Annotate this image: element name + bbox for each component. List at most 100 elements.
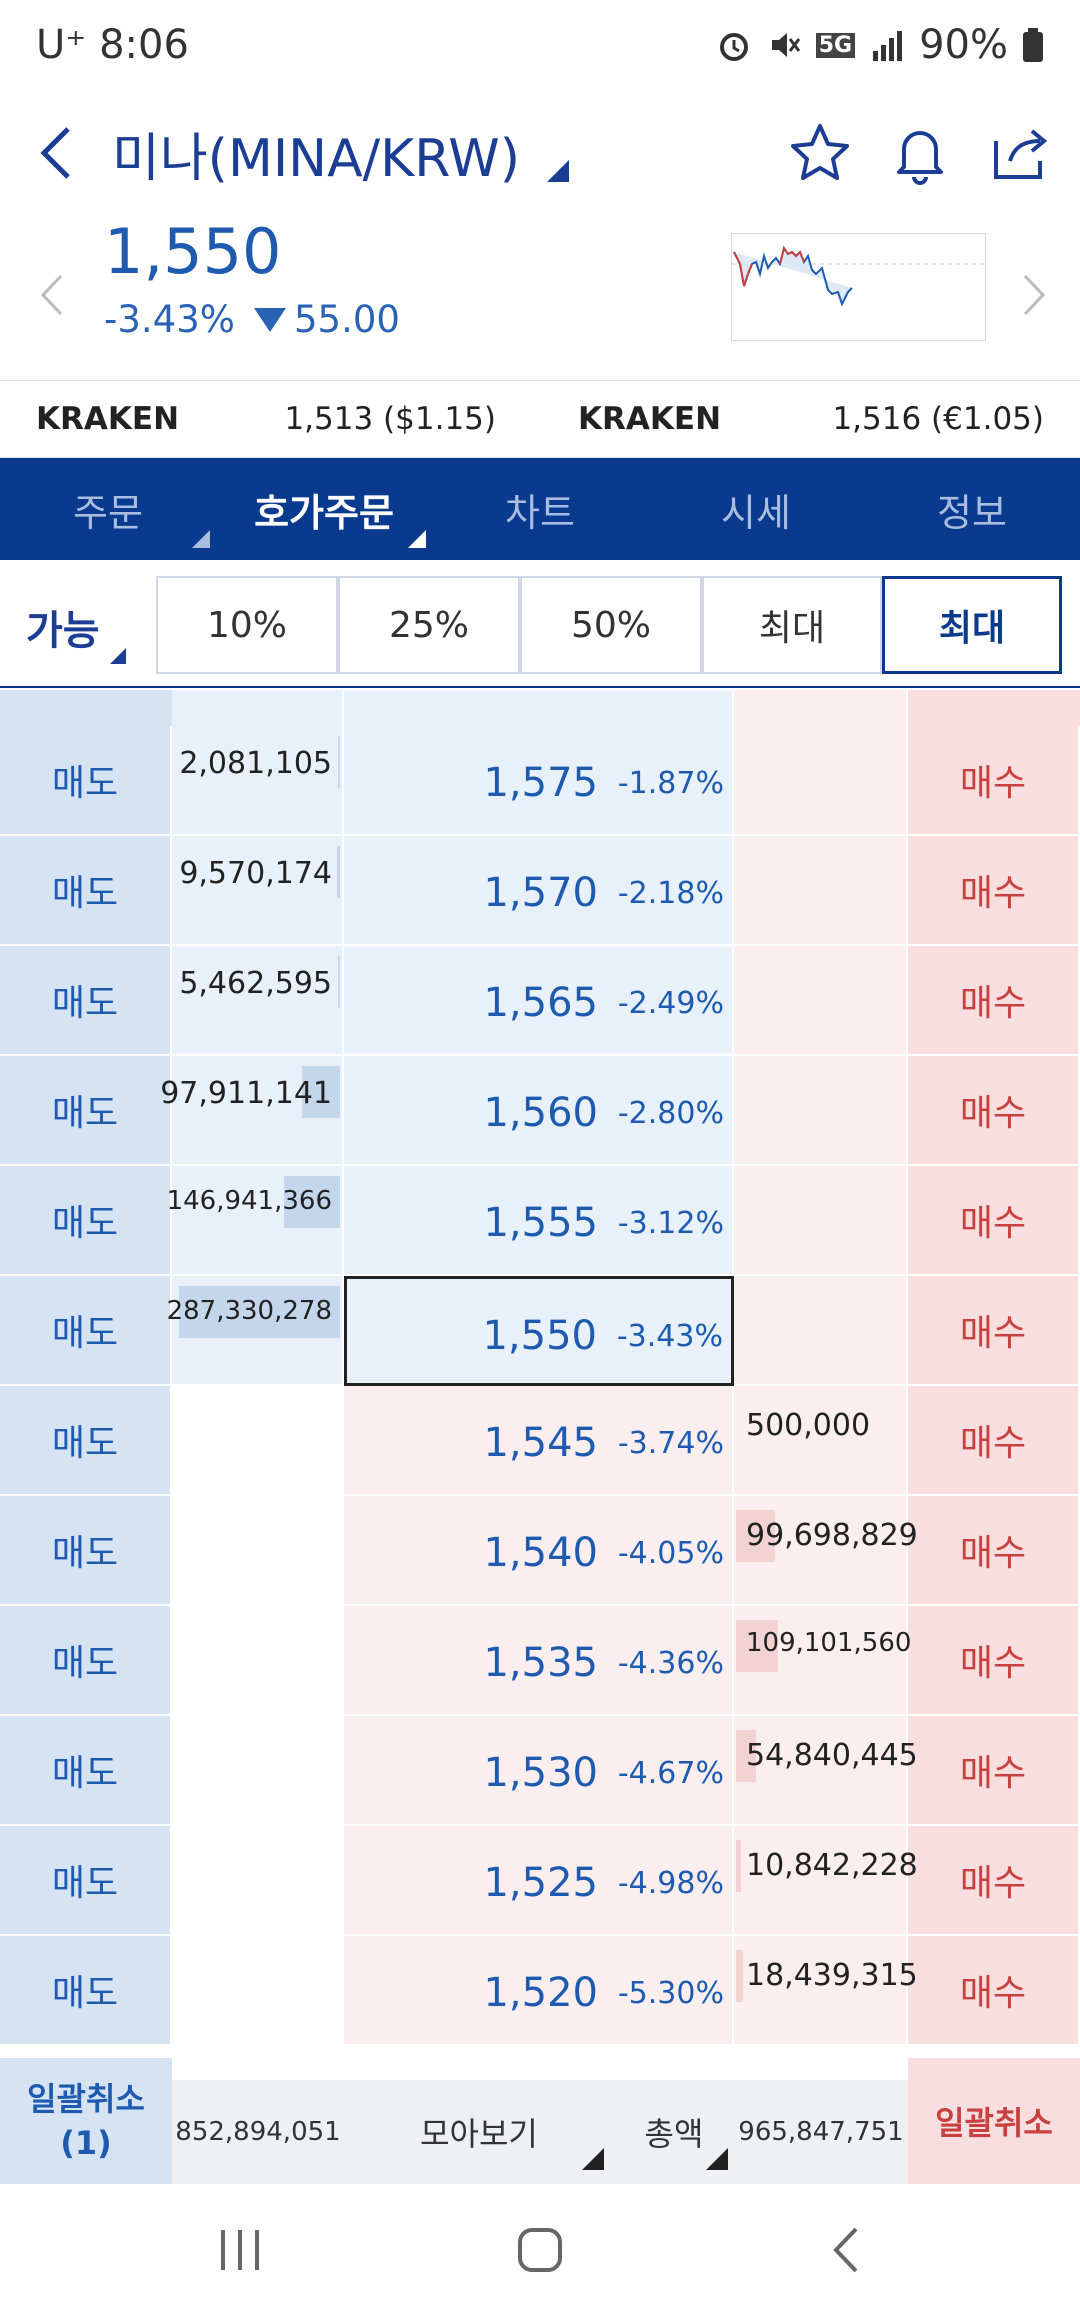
order-book-row: 매도 9,570,174 1,570 -2.18% 매수 [0,836,1080,946]
buy-button[interactable]: 매수 [908,1496,1080,1606]
price-cell[interactable]: 1,530 -4.67% [344,1716,734,1826]
sell-button[interactable]: 매도 [0,1936,172,2046]
price-cell[interactable]: 1,555 -3.12% [344,1166,734,1276]
buy-button[interactable]: 매수 [908,836,1080,946]
price-cell[interactable]: 1,545 -3.74% [344,1386,734,1496]
tab-order[interactable]: 주문 [0,458,216,560]
bid-volume: 99,698,829 [746,1518,918,1553]
ask-volume-bar [179,1286,340,1338]
prev-coin-button[interactable] [32,255,72,335]
ask-volume-cell [172,1386,344,1496]
qty-max-selected-button[interactable]: 최대 [882,576,1062,674]
tab-info[interactable]: 정보 [937,490,1007,535]
recent-apps-button[interactable] [200,2214,280,2286]
system-back-button[interactable] [806,2214,886,2286]
qty-max-button[interactable]: 최대 [702,576,882,674]
bid-total-volume: 965,847,751 [738,2117,904,2147]
sell-button[interactable]: 매도 [0,1716,172,1826]
price-level: 1,550 [482,1313,597,1359]
sell-button[interactable]: 매도 [0,1276,172,1386]
home-button[interactable] [500,2214,580,2286]
price-change-rate: -2.80% [617,1096,724,1131]
bid-volume-bar [736,1510,775,1562]
cancel-all-sell-button[interactable]: 일괄취소 (1) [0,2058,172,2184]
ask-volume-bar [338,956,340,1008]
current-price-row[interactable]: 1,550 -3.43% [344,1276,734,1386]
exchange-price-eur: 1,516 (€1.05) [832,401,1044,437]
price-level: 1,520 [483,1970,598,2016]
app-header: 미나(MINA/KRW) [0,95,1080,215]
order-book-row: 매도 146,941,366 1,555 -3.12% 매수 [0,1166,1080,1276]
sell-button[interactable]: 매도 [0,1056,172,1166]
ask-volume-bar [337,846,340,898]
order-book-row: 매도 5,462,595 1,565 -2.49% 매수 [0,946,1080,1056]
exchange-price-usd: 1,513 ($1.15) [284,401,496,437]
price-level: 1,575 [483,760,598,806]
ask-volume-cell: 5,462,595 [172,946,344,1056]
price-cell[interactable]: 1,575 -1.87% [344,726,734,836]
cancel-all-buy-button[interactable]: 일괄취소 [908,2058,1080,2184]
price-cell[interactable]: 1,565 -2.49% [344,946,734,1056]
buy-button[interactable]: 매수 [908,1166,1080,1276]
buy-button[interactable]: 매수 [908,1276,1080,1386]
available-dropdown-icon[interactable] [110,648,126,664]
bid-volume-cell [734,1056,908,1166]
buy-button[interactable]: 매수 [908,1826,1080,1936]
sell-button[interactable]: 매도 [0,1606,172,1716]
buy-button[interactable]: 매수 [908,1386,1080,1496]
coin-title[interactable]: 미나(MINA/KRW) [112,128,520,189]
qty-10-button[interactable]: 10% [156,576,338,674]
order-book-row: 매도 2,081,105 1,575 -1.87% 매수 [0,726,1080,836]
tab-orderbook-order[interactable]: 호가주문 [216,458,432,560]
reference-price-bar: KRAKEN 1,513 ($1.15) KRAKEN 1,516 (€1.05… [0,380,1080,458]
order-book-row: 매도 1,525 -4.98% 10,842,228 매수 [0,1826,1080,1936]
bid-volume-cell: 18,439,315 [734,1936,918,2046]
buy-button[interactable]: 매수 [908,1936,1080,2046]
bid-volume-cell [734,726,908,836]
price-cell[interactable]: 1,520 -5.30% [344,1936,734,2046]
buy-button[interactable]: 매수 [908,946,1080,1056]
ask-volume-cell: 287,330,278 [167,1276,344,1386]
order-book-row: 매도 1,530 -4.67% 54,840,445 매수 [0,1716,1080,1826]
sell-button[interactable]: 매도 [0,1166,172,1276]
title-dropdown-icon[interactable] [547,160,569,182]
price-cell[interactable]: 1,535 -4.36% [344,1606,734,1716]
tab-chart[interactable]: 차트 [505,490,575,535]
bid-volume-cell: 10,842,228 [734,1826,918,1936]
battery-level: 90% [919,22,1008,68]
price-change-rate: -2.18% [617,876,724,911]
share-button[interactable] [982,115,1058,191]
price-cell[interactable]: 1,570 -2.18% [344,836,734,946]
total-dropdown[interactable]: 총액 [614,2080,734,2184]
qty-50-button[interactable]: 50% [520,576,702,674]
qty-25-button[interactable]: 25% [338,576,520,674]
buy-button[interactable]: 매수 [908,726,1080,836]
star-icon [791,124,849,180]
mini-chart[interactable] [731,233,987,341]
next-coin-button[interactable] [1014,255,1054,335]
view-mode-dropdown[interactable]: 모아보기 [344,2080,614,2184]
price-level: 1,535 [483,1640,598,1686]
buy-button[interactable]: 매수 [908,1606,1080,1716]
tab-market[interactable]: 시세 [721,490,791,535]
bell-icon [897,131,943,185]
sell-button[interactable]: 매도 [0,1496,172,1606]
price-cell[interactable]: 1,560 -2.80% [344,1056,734,1166]
price-cell[interactable]: 1,540 -4.05% [344,1496,734,1606]
sell-button[interactable]: 매도 [0,1386,172,1496]
back-button[interactable] [36,113,86,193]
price-cell[interactable]: 1,525 -4.98% [344,1826,734,1936]
sell-button[interactable]: 매도 [0,946,172,1056]
favorite-button[interactable] [782,115,858,191]
price-level: 1,560 [483,1090,598,1136]
buy-button[interactable]: 매수 [908,1716,1080,1826]
available-dropdown[interactable]: 가능 [26,608,100,654]
bid-volume-bar [736,1730,756,1782]
sell-button[interactable]: 매도 [0,726,172,836]
buy-button[interactable]: 매수 [908,1056,1080,1166]
ask-volume: 287,330,278 [166,1296,332,1326]
ask-volume: 5,462,595 [179,966,332,1001]
alert-button[interactable] [882,115,958,191]
sell-button[interactable]: 매도 [0,836,172,946]
sell-button[interactable]: 매도 [0,1826,172,1936]
